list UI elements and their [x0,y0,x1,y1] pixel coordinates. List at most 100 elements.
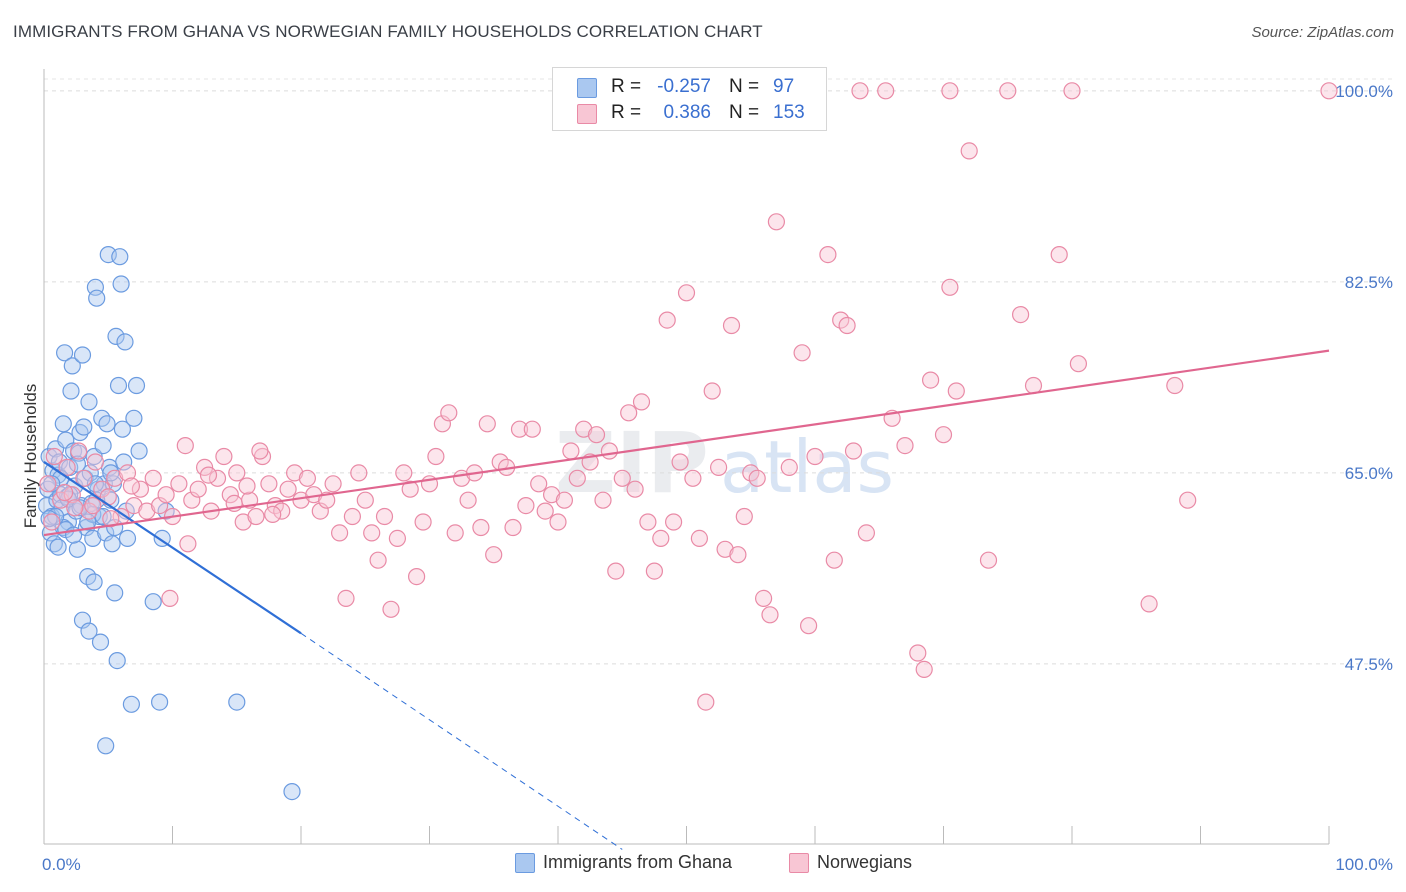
data-point-norwegians [1063,82,1081,100]
data-point-ghana [127,376,146,395]
data-point-norwegians [260,475,278,493]
data-point-norwegians [857,524,876,542]
gridlines [44,78,1396,665]
data-point-norwegians [75,469,93,487]
data-point-norwegians [652,529,670,548]
data-point-norwegians [568,469,586,487]
data-point-norwegians [43,513,61,531]
data-point-norwegians [664,513,683,531]
data-point-norwegians [356,491,374,509]
data-point-norwegians [542,486,561,504]
data-point-norwegians [620,404,638,422]
data-point-norwegians [401,480,419,498]
data-point-norwegians [979,551,998,569]
data-point-ghana [94,437,112,455]
legend-n-value: 153 [773,102,805,123]
data-point-norwegians [106,469,124,487]
data-point-ghana [228,693,246,711]
data-point-ghana [84,529,102,548]
data-point-norwegians [189,480,207,498]
data-point-ghana [118,529,137,548]
data-point-norwegians [697,693,715,711]
series-norwegians [39,82,1338,711]
data-point-norwegians [658,311,676,329]
data-point-norwegians [934,426,953,444]
data-point-norwegians [433,415,451,433]
data-point-ghana [107,327,125,345]
data-point-norwegians [960,142,978,160]
data-point-ghana [111,248,129,266]
data-point-norwegians [555,491,574,509]
data-point-norwegians [607,562,625,580]
x-tick-label: 100.0% [1335,855,1393,874]
data-point-ghana [103,535,121,553]
data-point-norwegians [921,371,940,389]
data-point-norwegians [748,469,766,487]
data-point-norwegians [382,600,400,618]
data-point-ghana [91,633,110,651]
data-point-ghana [68,455,87,473]
data-point-norwegians [947,382,965,400]
data-point-ghana [116,333,134,351]
data-point-norwegians [639,513,657,531]
data-point-norwegians [684,469,702,487]
data-point-norwegians [478,415,496,433]
legend-swatch-norwegians [577,104,597,124]
data-point-norwegians [896,437,914,455]
watermark-atlas: atlas [720,425,894,509]
data-point-norwegians [350,464,368,482]
data-point-norwegians [716,540,734,558]
data-point-norwegians [247,507,265,526]
x-tick-label: 0.0% [42,855,81,874]
data-point-norwegians [941,82,959,100]
data-point-ghana [75,418,93,436]
data-point-norwegians [440,404,458,422]
axes [43,69,1330,845]
data-point-norwegians [170,475,188,493]
data-point-norwegians [510,420,529,438]
data-point-norwegians [915,660,933,679]
data-point-norwegians [575,420,593,438]
data-point-norwegians [677,284,696,302]
data-point-ghana [68,540,87,558]
data-point-norwegians [84,497,102,515]
data-point-norwegians [122,477,140,495]
data-point-norwegians [722,316,741,335]
data-point-norwegians [536,502,554,520]
data-point-norwegians [523,420,541,438]
data-point-norwegians [549,513,567,531]
data-point-norwegians [600,442,619,460]
data-point-ghana [108,651,126,670]
data-point-norwegians [363,524,381,542]
data-point-ghana [112,275,130,293]
trend-lines [43,349,1330,850]
data-point-norwegians [1140,595,1158,613]
data-point-norwegians [234,513,252,531]
data-point-norwegians [626,480,644,498]
legend-swatch-ghana [515,853,535,873]
data-point-norwegians [729,546,747,564]
data-point-norwegians [311,502,329,520]
data-point-norwegians [208,469,227,487]
data-point-norwegians [388,529,406,548]
data-point-ghana [63,357,81,375]
data-point-norwegians [408,567,426,586]
y-axis-label: Family Households [21,384,40,529]
watermark: ZIP atlas [555,414,894,512]
correlation-legend: R = -0.257 N = 97 R = 0.386 N = 153 [552,67,827,131]
data-point-norwegians [594,491,612,509]
trend-line-ghana [43,461,302,635]
data-point-ghana [144,593,162,611]
data-point-norwegians [318,491,336,509]
y-tick-label: 82.5% [1345,273,1393,292]
data-point-norwegians [427,447,445,466]
legend-r-label: R = [611,76,642,97]
data-point-norwegians [1166,376,1184,395]
data-point-norwegians [909,644,927,662]
data-point-norwegians [125,497,143,515]
data-point-ghana [109,376,128,395]
data-point-norwegians [819,246,837,264]
data-point-ghana [73,346,92,364]
data-point-norwegians [671,453,689,471]
